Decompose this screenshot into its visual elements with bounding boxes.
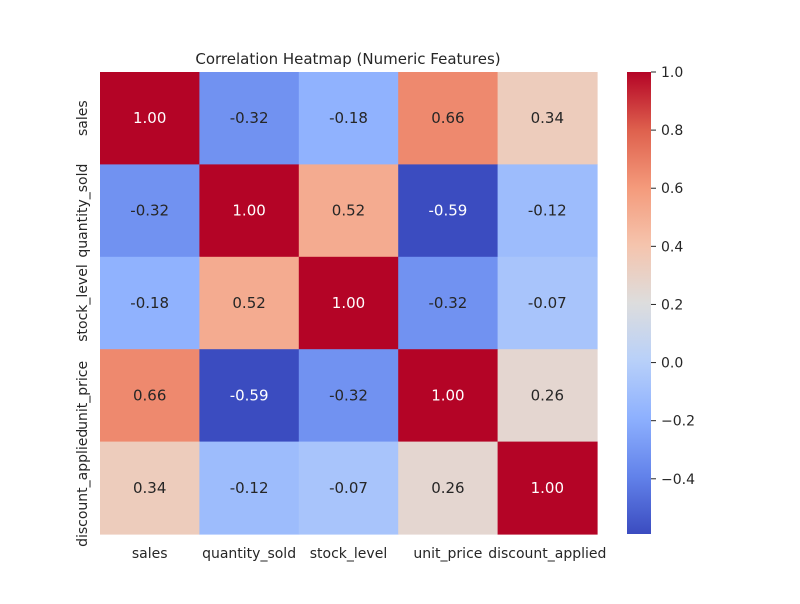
cell-value-3-3: 1.00 <box>431 386 464 404</box>
heatmap-cell-4-1 <box>199 441 300 535</box>
heatmap-cell-1-2 <box>298 164 399 258</box>
x-axis-label-4: discount_applied <box>488 546 606 562</box>
colorbar-tick-label-2: 0.6 <box>661 181 683 197</box>
colorbar: 1.0 0.8 0.6 0.4 0.2 0.0 −0.2 −0.4 <box>627 65 695 534</box>
heatmap-cell-1-4 <box>497 164 598 258</box>
cell-value-1-1: 1.00 <box>232 202 265 220</box>
heatmap-cell-0-0 <box>100 72 200 165</box>
heatmap-cell-1-3 <box>398 164 499 258</box>
heatmap-cell-3-3 <box>398 349 499 443</box>
heatmap-cell-2-1 <box>199 256 300 350</box>
cell-value-1-3: -0.59 <box>428 202 467 220</box>
colorbar-tick-label-1: 0.8 <box>661 123 683 139</box>
y-axis-label-1: quantity_sold <box>75 164 91 258</box>
x-axis-label-0: sales <box>132 546 168 562</box>
y-axis-label-2: stock_level <box>75 264 91 341</box>
heatmap-cell-2-3 <box>398 256 499 350</box>
cell-value-1-4: -0.12 <box>528 202 567 220</box>
x-axis-label-3: unit_price <box>413 546 482 562</box>
heatmap-cells <box>100 72 598 535</box>
cell-value-3-0: 0.66 <box>133 386 166 404</box>
heatmap-cell-3-2 <box>298 349 399 443</box>
heatmap-cell-0-4 <box>497 72 598 165</box>
heatmap-cell-0-2 <box>298 72 399 165</box>
cell-labels: 1.00 -0.32 -0.18 0.66 0.34 -0.32 1.00 0.52 -0.59… <box>130 109 566 497</box>
colorbar-tick-label-5: 0.0 <box>661 356 683 372</box>
cell-value-4-1: -0.12 <box>230 479 269 497</box>
heatmap-cell-0-1 <box>199 72 300 165</box>
chart-title: Correlation Heatmap (Numeric Features) <box>195 50 500 68</box>
heatmap-cell-4-0 <box>100 441 200 535</box>
heatmap-cell-2-2 <box>298 256 399 350</box>
cell-value-4-4: 1.00 <box>531 479 564 497</box>
cell-value-4-3: 0.26 <box>431 479 464 497</box>
colorbar-ticks: 1.0 0.8 0.6 0.4 0.2 0.0 −0.2 −0.4 <box>651 65 695 488</box>
cell-value-3-4: 0.26 <box>531 386 564 404</box>
cell-value-2-0: -0.18 <box>130 294 169 312</box>
heatmap-cell-3-4 <box>497 349 598 443</box>
x-axis-labels: sales quantity_sold stock_level unit_price d… <box>132 546 607 562</box>
colorbar-tick-label-0: 1.0 <box>661 65 683 81</box>
heatmap-cell-2-4 <box>497 256 598 350</box>
cell-value-0-3: 0.66 <box>431 109 464 127</box>
heatmap-cell-3-1 <box>199 349 300 443</box>
colorbar-tick-label-6: −0.2 <box>661 414 695 430</box>
cell-value-2-4: -0.07 <box>528 294 567 312</box>
cell-value-4-2: -0.07 <box>329 479 368 497</box>
heatmap-cell-4-3 <box>398 441 499 535</box>
cell-value-0-0: 1.00 <box>133 109 166 127</box>
heatmap-cell-2-0 <box>100 256 200 350</box>
x-axis-label-2: stock_level <box>310 546 387 562</box>
cell-value-0-2: -0.18 <box>329 109 368 127</box>
cell-value-3-1: -0.59 <box>230 386 269 404</box>
cell-value-0-1: -0.32 <box>230 109 269 127</box>
cell-value-2-3: -0.32 <box>428 294 467 312</box>
x-axis-label-1: quantity_sold <box>202 546 296 562</box>
heatmap-cell-4-2 <box>298 441 399 535</box>
heatmap-cell-4-4 <box>497 441 598 535</box>
heatmap-cell-1-1 <box>199 164 300 258</box>
colorbar-gradient <box>627 72 651 534</box>
colorbar-tick-label-3: 0.4 <box>661 239 683 255</box>
cell-value-3-2: -0.32 <box>329 386 368 404</box>
cell-value-4-0: 0.34 <box>133 479 166 497</box>
y-axis-label-3: unit_price <box>75 361 91 430</box>
cell-value-0-4: 0.34 <box>531 109 564 127</box>
y-axis-label-0: sales <box>75 100 91 136</box>
colorbar-tick-label-4: 0.2 <box>661 297 683 313</box>
cell-value-1-0: -0.32 <box>130 202 169 220</box>
y-axis-label-4: discount_applied <box>75 429 91 547</box>
colorbar-tick-label-7: −0.4 <box>661 472 695 488</box>
heatmap-cell-0-3 <box>398 72 499 165</box>
heatmap-cell-1-0 <box>100 164 200 258</box>
heatmap-cell-3-0 <box>100 349 200 443</box>
cell-value-2-1: 0.52 <box>232 294 265 312</box>
cell-value-2-2: 1.00 <box>332 294 365 312</box>
cell-value-1-2: 0.52 <box>332 202 365 220</box>
y-axis-labels: sales quantity_sold stock_level unit_priced… <box>75 100 91 547</box>
